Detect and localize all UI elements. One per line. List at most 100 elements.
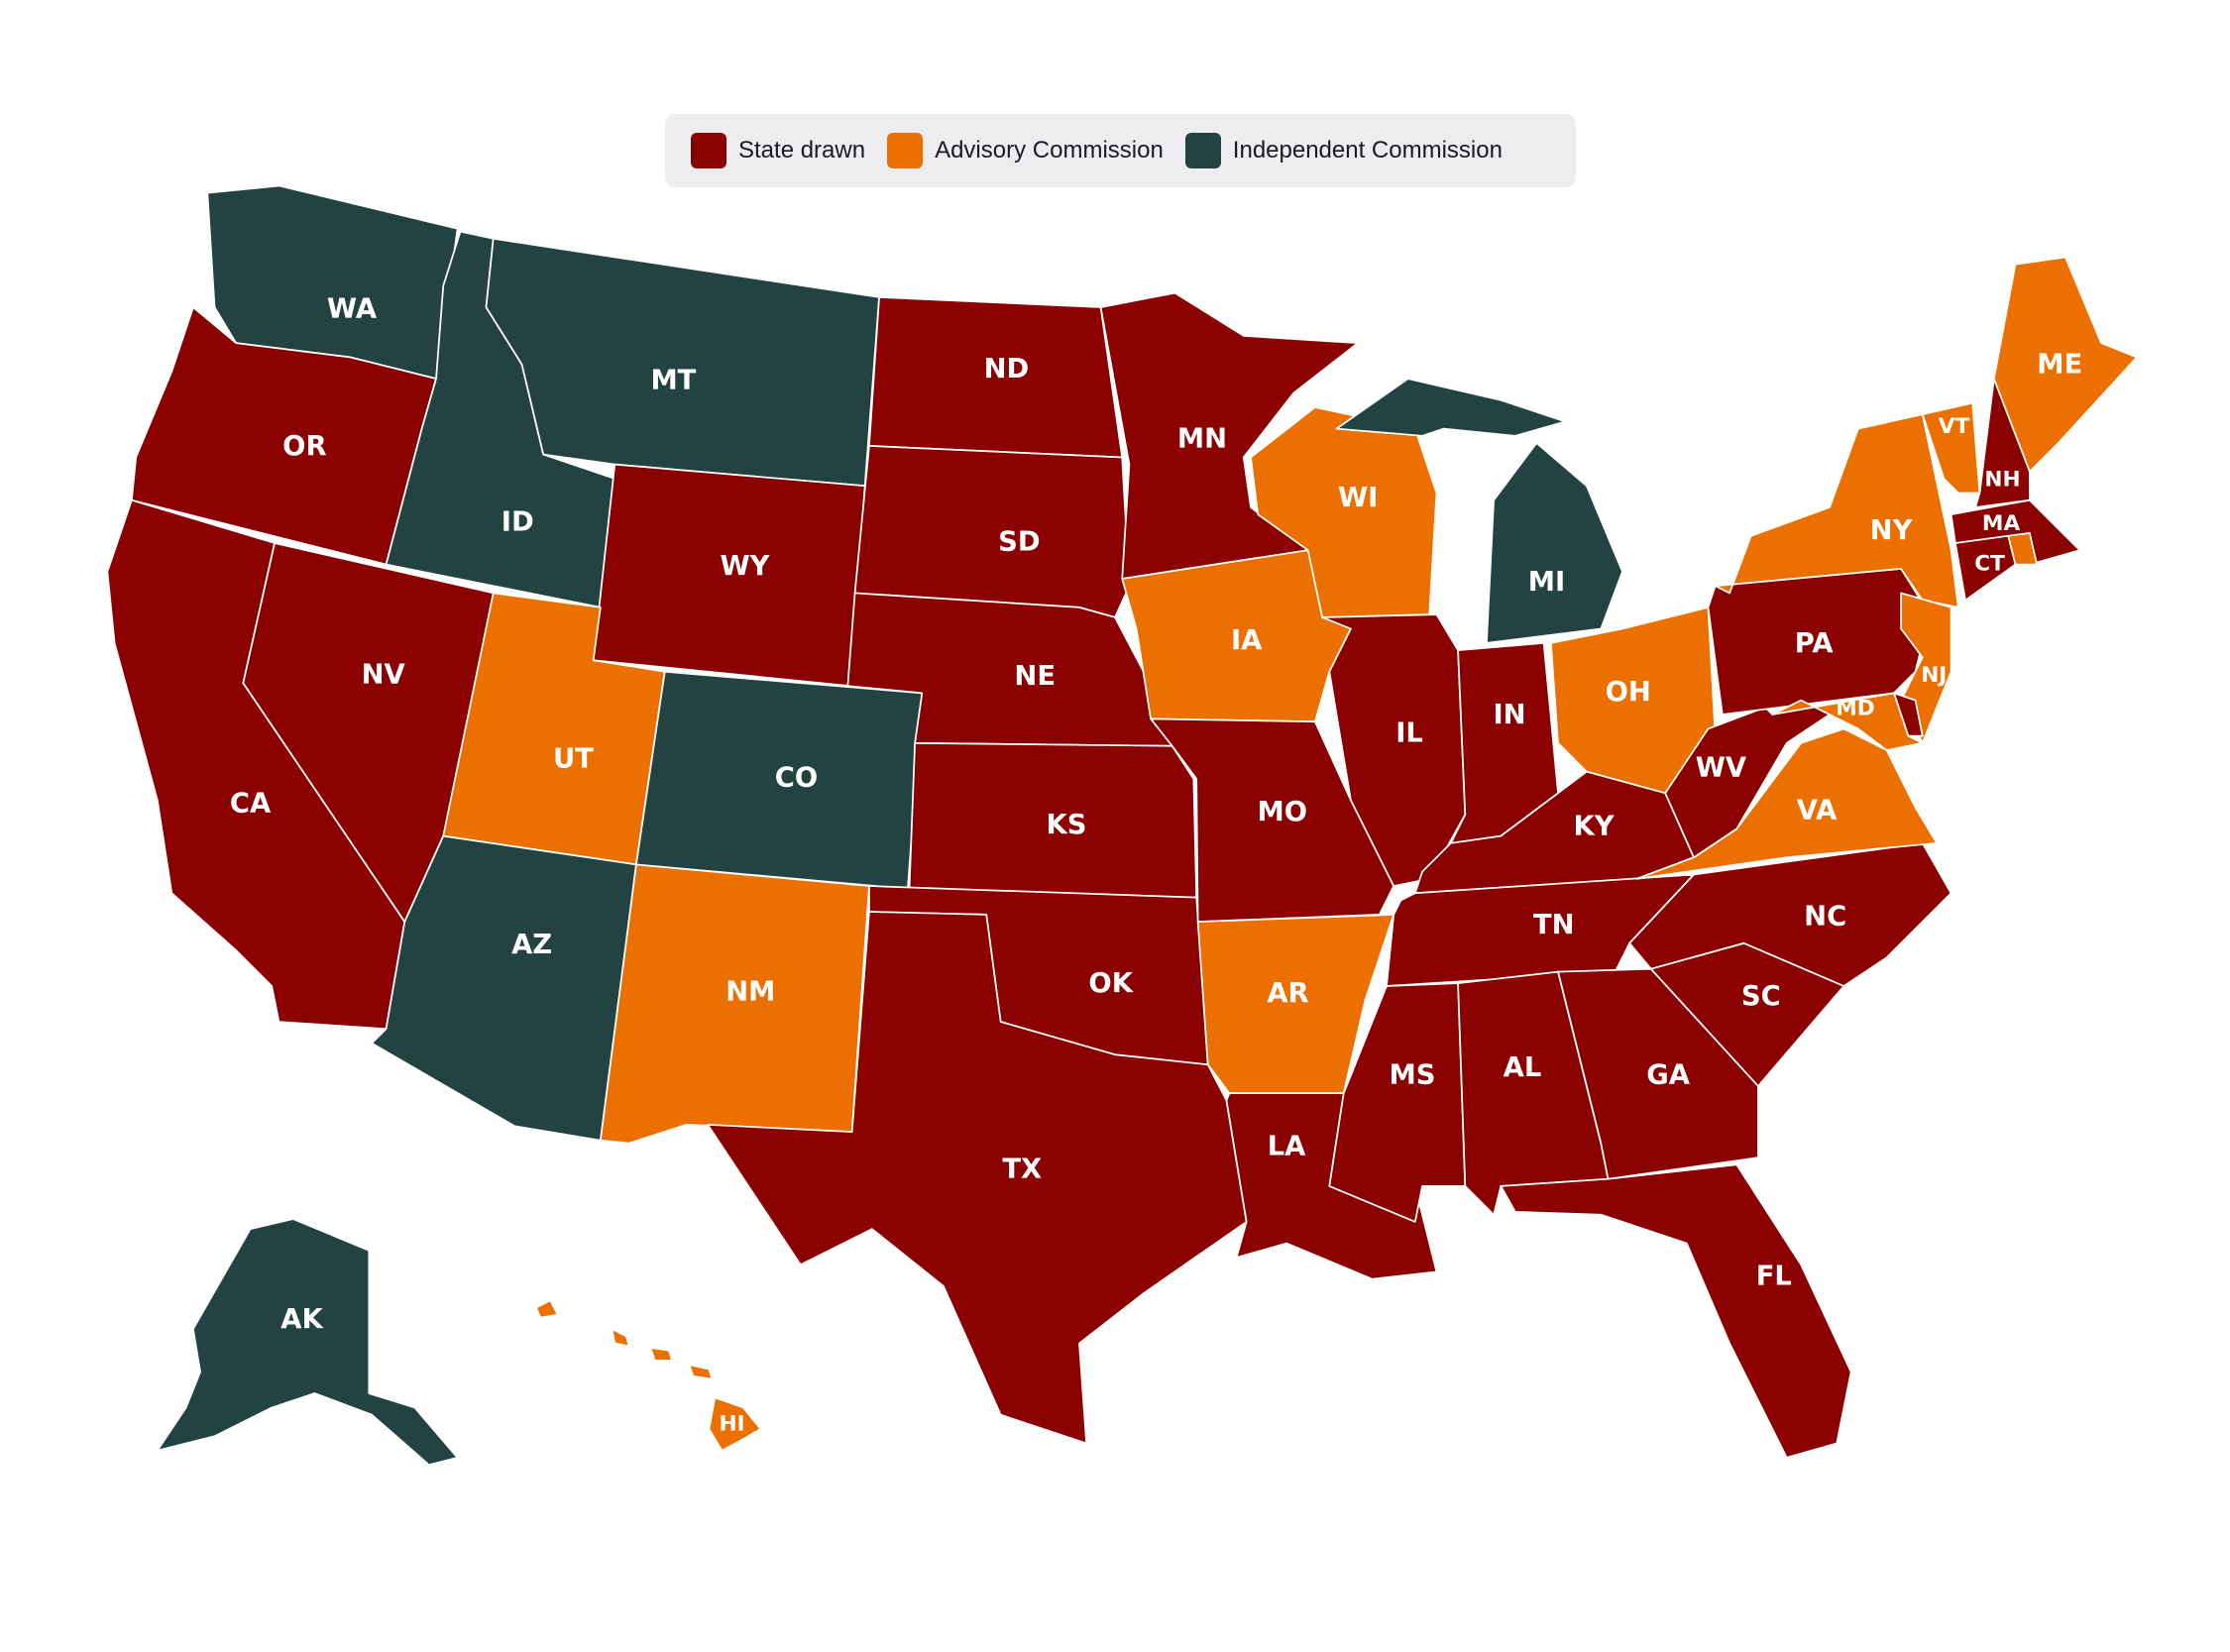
state-shape[interactable]	[1500, 1163, 1852, 1459]
state-ks[interactable]	[908, 741, 1198, 899]
state-label: OH	[1606, 677, 1651, 708]
state-label: KS	[1047, 810, 1087, 840]
state-shape[interactable]	[908, 741, 1198, 899]
state-label: WA	[327, 293, 378, 324]
state-ri[interactable]	[2007, 532, 2038, 566]
state-label: PA	[1795, 628, 1835, 659]
state-shape[interactable]	[535, 1299, 559, 1319]
legend-label: Advisory Commission	[935, 137, 1164, 164]
state-label: AZ	[511, 930, 552, 960]
state-shape[interactable]	[1714, 413, 1959, 608]
state-shape[interactable]	[1335, 378, 1567, 437]
state-me[interactable]	[1992, 256, 2138, 473]
state-label: CO	[775, 762, 818, 793]
state-label: CT	[1974, 552, 2005, 577]
state-label: NJ	[1921, 663, 1947, 688]
legend-swatch	[691, 133, 726, 168]
state-ny[interactable]	[1714, 413, 1959, 608]
state-label: NH	[1984, 468, 2020, 493]
state-label: GA	[1646, 1059, 1690, 1090]
legend-label: State drawn	[738, 137, 866, 164]
state-label: MD	[1836, 696, 1874, 720]
state-shape[interactable]	[485, 237, 880, 488]
state-label: TX	[1002, 1155, 1042, 1185]
state-label: KY	[1574, 811, 1616, 841]
state-ak[interactable]	[156, 1218, 459, 1466]
state-shape[interactable]	[1992, 256, 2138, 473]
state-sd[interactable]	[853, 445, 1131, 618]
state-shape[interactable]	[156, 1218, 459, 1466]
state-shape[interactable]	[1771, 692, 1924, 751]
state-shape[interactable]	[1099, 291, 1360, 580]
state-label: FL	[1756, 1262, 1792, 1292]
state-il[interactable]	[1321, 613, 1467, 887]
state-vt[interactable]	[1921, 401, 1981, 495]
state-shape[interactable]	[371, 834, 637, 1142]
state-label: IL	[1395, 718, 1423, 749]
state-label: MO	[1257, 797, 1307, 827]
state-label: AL	[1504, 1052, 1542, 1083]
state-az[interactable]	[371, 834, 637, 1142]
state-mt[interactable]	[485, 237, 880, 488]
state-tx[interactable]	[707, 911, 1248, 1445]
state-label: AR	[1267, 978, 1308, 1009]
state-label: ND	[984, 354, 1030, 385]
state-shape[interactable]	[688, 1364, 714, 1380]
state-label: WV	[1696, 752, 1747, 783]
state-label: MT	[650, 366, 696, 396]
state-label: CA	[230, 788, 272, 819]
state-label: LA	[1268, 1131, 1306, 1161]
map-legend: State drawn Advisory Commission Independ…	[665, 114, 1576, 187]
state-label: MA	[1982, 511, 2021, 536]
legend-label: Independent Commission	[1232, 137, 1503, 164]
state-shape[interactable]	[707, 911, 1248, 1445]
state-label: NY	[1870, 515, 1914, 546]
state-label: SD	[998, 526, 1040, 557]
state-label: NC	[1804, 901, 1846, 932]
state-label: OK	[1088, 968, 1134, 999]
state-shape[interactable]	[708, 1396, 762, 1452]
legend-item-state-drawn: State drawn	[691, 133, 865, 168]
state-label: AK	[280, 1304, 324, 1335]
state-shape[interactable]	[1486, 442, 1623, 644]
state-shape[interactable]	[1321, 613, 1467, 887]
state-label: MN	[1177, 424, 1227, 455]
state-shape[interactable]	[1921, 401, 1981, 495]
state-mn[interactable]	[1099, 291, 1360, 580]
state-md[interactable]	[1771, 692, 1924, 751]
state-nc[interactable]	[1628, 841, 1952, 987]
state-nh[interactable]	[1974, 378, 2031, 508]
state-label: WI	[1338, 483, 1378, 513]
state-label: TN	[1533, 910, 1575, 940]
state-shape[interactable]	[2007, 532, 2038, 566]
state-shape[interactable]	[853, 445, 1131, 618]
state-label: OR	[282, 431, 326, 462]
legend-swatch	[887, 133, 924, 168]
state-hi[interactable]	[535, 1299, 762, 1452]
state-label: HI	[719, 1412, 744, 1437]
state-label: NM	[725, 977, 775, 1008]
state-shape[interactable]	[611, 1328, 630, 1348]
state-label: ME	[2037, 350, 2082, 381]
state-label: IN	[1493, 700, 1525, 730]
state-label: NE	[1014, 661, 1056, 692]
state-label: IA	[1231, 625, 1263, 656]
legend-item-advisory-commission: Advisory Commission	[887, 133, 1164, 168]
state-mi[interactable]	[1335, 378, 1623, 644]
state-fl[interactable]	[1500, 1163, 1852, 1459]
state-shape[interactable]	[1974, 378, 2031, 508]
legend-item-independent-commission: Independent Commission	[1184, 133, 1503, 168]
state-label: MI	[1528, 567, 1565, 598]
state-label: NV	[362, 660, 406, 691]
state-label: VA	[1797, 796, 1838, 826]
state-label: MS	[1389, 1059, 1435, 1090]
state-label: WY	[720, 551, 770, 582]
legend-swatch	[1184, 133, 1221, 168]
state-label: VT	[1939, 414, 1970, 439]
state-label: SC	[1741, 981, 1781, 1012]
state-label: ID	[502, 506, 534, 537]
state-label: UT	[553, 744, 594, 775]
state-shape[interactable]	[1628, 841, 1952, 987]
state-shape[interactable]	[649, 1346, 673, 1362]
